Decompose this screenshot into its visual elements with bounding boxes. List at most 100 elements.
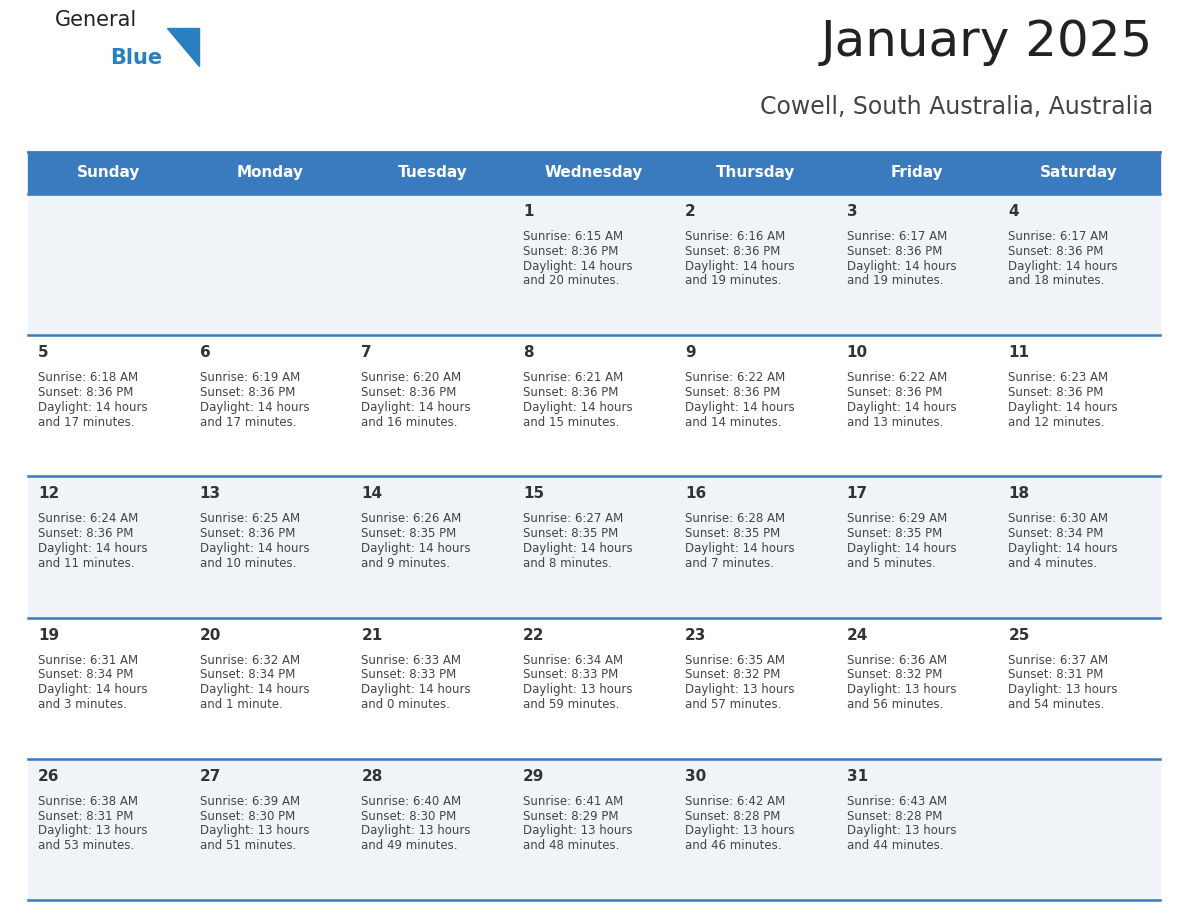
Text: Daylight: 14 hours: Daylight: 14 hours [684, 260, 795, 273]
Text: Daylight: 13 hours: Daylight: 13 hours [1009, 683, 1118, 696]
Text: and 0 minutes.: and 0 minutes. [361, 698, 450, 711]
Text: Daylight: 13 hours: Daylight: 13 hours [523, 683, 633, 696]
Text: Daylight: 14 hours: Daylight: 14 hours [684, 542, 795, 555]
Text: Friday: Friday [891, 165, 943, 181]
Text: 14: 14 [361, 487, 383, 501]
Text: Daylight: 13 hours: Daylight: 13 hours [200, 824, 309, 837]
Text: Sunset: 8:36 PM: Sunset: 8:36 PM [200, 386, 295, 399]
Text: Blue: Blue [110, 48, 162, 68]
Text: and 17 minutes.: and 17 minutes. [38, 416, 134, 429]
Text: and 20 minutes.: and 20 minutes. [523, 274, 619, 287]
Text: and 3 minutes.: and 3 minutes. [38, 698, 127, 711]
Text: and 59 minutes.: and 59 minutes. [523, 698, 619, 711]
Text: Sunrise: 6:26 AM: Sunrise: 6:26 AM [361, 512, 462, 525]
Text: 2: 2 [684, 204, 696, 219]
Text: Daylight: 13 hours: Daylight: 13 hours [361, 824, 470, 837]
Text: 20: 20 [200, 628, 221, 643]
Text: 24: 24 [847, 628, 868, 643]
Text: Sunrise: 6:24 AM: Sunrise: 6:24 AM [38, 512, 138, 525]
Text: Sunrise: 6:18 AM: Sunrise: 6:18 AM [38, 371, 138, 385]
Text: Sunrise: 6:42 AM: Sunrise: 6:42 AM [684, 795, 785, 808]
Text: Daylight: 14 hours: Daylight: 14 hours [1009, 401, 1118, 414]
Text: Daylight: 14 hours: Daylight: 14 hours [523, 542, 633, 555]
Text: Sunrise: 6:20 AM: Sunrise: 6:20 AM [361, 371, 462, 385]
Text: Sunset: 8:36 PM: Sunset: 8:36 PM [684, 386, 781, 399]
Text: 31: 31 [847, 768, 867, 784]
Text: Sunrise: 6:17 AM: Sunrise: 6:17 AM [847, 230, 947, 243]
Text: Sunset: 8:34 PM: Sunset: 8:34 PM [38, 668, 133, 681]
Text: 5: 5 [38, 345, 49, 360]
Bar [352, 152, 513, 194]
Text: Daylight: 14 hours: Daylight: 14 hours [38, 542, 147, 555]
Text: 9: 9 [684, 345, 695, 360]
Text: Sunrise: 6:36 AM: Sunrise: 6:36 AM [847, 654, 947, 666]
Bar [675, 152, 836, 194]
Text: and 5 minutes.: and 5 minutes. [847, 557, 935, 570]
Bar [29, 618, 1159, 759]
Text: Sunset: 8:33 PM: Sunset: 8:33 PM [523, 668, 619, 681]
Text: Wednesday: Wednesday [545, 165, 643, 181]
Text: and 17 minutes.: and 17 minutes. [200, 416, 296, 429]
Text: Sunrise: 6:15 AM: Sunrise: 6:15 AM [523, 230, 624, 243]
Bar [190, 152, 352, 194]
Text: Daylight: 14 hours: Daylight: 14 hours [523, 260, 633, 273]
Text: Sunrise: 6:22 AM: Sunrise: 6:22 AM [684, 371, 785, 385]
Text: Sunrise: 6:43 AM: Sunrise: 6:43 AM [847, 795, 947, 808]
Text: Sunrise: 6:33 AM: Sunrise: 6:33 AM [361, 654, 461, 666]
Bar [29, 152, 190, 194]
Text: Sunrise: 6:29 AM: Sunrise: 6:29 AM [847, 512, 947, 525]
Text: and 9 minutes.: and 9 minutes. [361, 557, 450, 570]
Text: and 1 minute.: and 1 minute. [200, 698, 283, 711]
Text: General: General [55, 10, 138, 30]
Text: and 19 minutes.: and 19 minutes. [847, 274, 943, 287]
Text: Sunset: 8:35 PM: Sunset: 8:35 PM [847, 527, 942, 540]
Text: Sunset: 8:34 PM: Sunset: 8:34 PM [200, 668, 295, 681]
Text: and 53 minutes.: and 53 minutes. [38, 839, 134, 852]
Bar [29, 335, 1159, 476]
Text: Daylight: 14 hours: Daylight: 14 hours [1009, 260, 1118, 273]
Text: and 18 minutes.: and 18 minutes. [1009, 274, 1105, 287]
Text: Sunset: 8:36 PM: Sunset: 8:36 PM [200, 527, 295, 540]
Text: Sunset: 8:36 PM: Sunset: 8:36 PM [38, 527, 133, 540]
Text: Sunset: 8:36 PM: Sunset: 8:36 PM [1009, 245, 1104, 258]
Text: 7: 7 [361, 345, 372, 360]
Text: Sunday: Sunday [77, 165, 140, 181]
Text: Daylight: 14 hours: Daylight: 14 hours [1009, 542, 1118, 555]
Text: Sunrise: 6:17 AM: Sunrise: 6:17 AM [1009, 230, 1108, 243]
Text: Sunrise: 6:21 AM: Sunrise: 6:21 AM [523, 371, 624, 385]
Text: Sunset: 8:36 PM: Sunset: 8:36 PM [38, 386, 133, 399]
Text: Sunrise: 6:30 AM: Sunrise: 6:30 AM [1009, 512, 1108, 525]
Text: Sunrise: 6:39 AM: Sunrise: 6:39 AM [200, 795, 299, 808]
Text: Tuesday: Tuesday [398, 165, 467, 181]
Bar [29, 194, 1159, 335]
Bar [998, 152, 1159, 194]
Text: Sunrise: 6:40 AM: Sunrise: 6:40 AM [361, 795, 462, 808]
Text: 21: 21 [361, 628, 383, 643]
Text: 8: 8 [523, 345, 533, 360]
Text: Daylight: 13 hours: Daylight: 13 hours [847, 683, 956, 696]
Text: and 48 minutes.: and 48 minutes. [523, 839, 619, 852]
Text: Sunset: 8:31 PM: Sunset: 8:31 PM [1009, 668, 1104, 681]
Text: Daylight: 14 hours: Daylight: 14 hours [847, 542, 956, 555]
Text: and 4 minutes.: and 4 minutes. [1009, 557, 1098, 570]
Text: 13: 13 [200, 487, 221, 501]
Text: and 7 minutes.: and 7 minutes. [684, 557, 773, 570]
Text: Cowell, South Australia, Australia: Cowell, South Australia, Australia [760, 95, 1154, 119]
Text: 4: 4 [1009, 204, 1019, 219]
Text: Sunset: 8:33 PM: Sunset: 8:33 PM [361, 668, 456, 681]
Text: Sunset: 8:32 PM: Sunset: 8:32 PM [684, 668, 781, 681]
Bar [29, 759, 1159, 900]
Text: Sunrise: 6:19 AM: Sunrise: 6:19 AM [200, 371, 299, 385]
Text: Monday: Monday [238, 165, 304, 181]
Text: and 14 minutes.: and 14 minutes. [684, 416, 782, 429]
Text: Sunrise: 6:22 AM: Sunrise: 6:22 AM [847, 371, 947, 385]
Text: Sunrise: 6:25 AM: Sunrise: 6:25 AM [200, 512, 299, 525]
Text: Daylight: 13 hours: Daylight: 13 hours [523, 824, 633, 837]
Text: and 10 minutes.: and 10 minutes. [200, 557, 296, 570]
Text: and 8 minutes.: and 8 minutes. [523, 557, 612, 570]
Text: Sunset: 8:35 PM: Sunset: 8:35 PM [361, 527, 456, 540]
Text: and 19 minutes.: and 19 minutes. [684, 274, 782, 287]
Text: Daylight: 14 hours: Daylight: 14 hours [38, 683, 147, 696]
Text: Sunset: 8:31 PM: Sunset: 8:31 PM [38, 810, 133, 823]
Text: 6: 6 [200, 345, 210, 360]
